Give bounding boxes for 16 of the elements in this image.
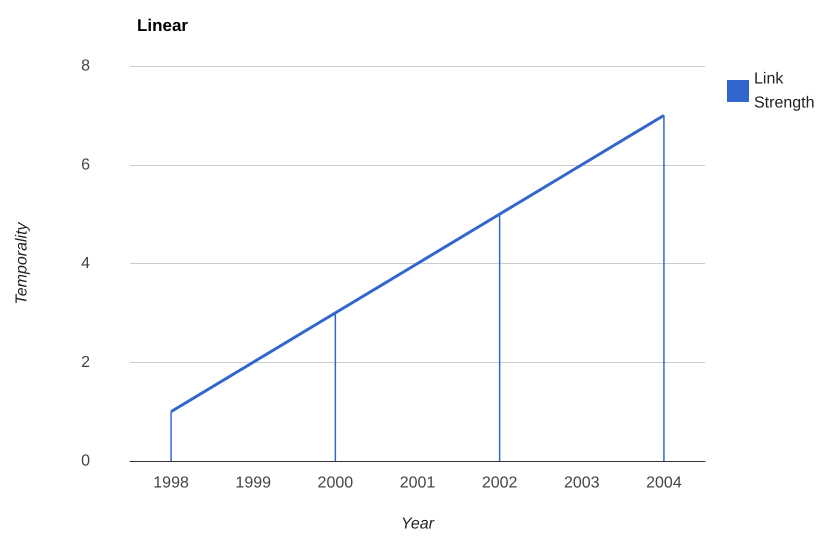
x-tick-label: 2001	[400, 474, 436, 492]
x-tick-label: 2000	[318, 474, 354, 492]
chart-title: Linear	[137, 16, 188, 35]
y-tick-label: 2	[81, 354, 90, 371]
y-axis-title: Temporality	[14, 221, 30, 305]
x-tick-label: 2002	[482, 474, 518, 492]
legend-label: Link Strength	[754, 70, 814, 112]
x-tick-label: 2003	[564, 474, 600, 492]
x-tick-label: 2004	[646, 474, 682, 492]
y-tick-label: 0	[81, 452, 90, 470]
x-tick-label: 1999	[235, 474, 272, 492]
x-axis-title: Year	[401, 516, 435, 532]
y-tick-label: 8	[81, 58, 90, 74]
y-tick-label: 4	[81, 255, 90, 272]
x-tick-label: 1998	[153, 474, 189, 492]
y-tick-label: 6	[81, 156, 90, 174]
